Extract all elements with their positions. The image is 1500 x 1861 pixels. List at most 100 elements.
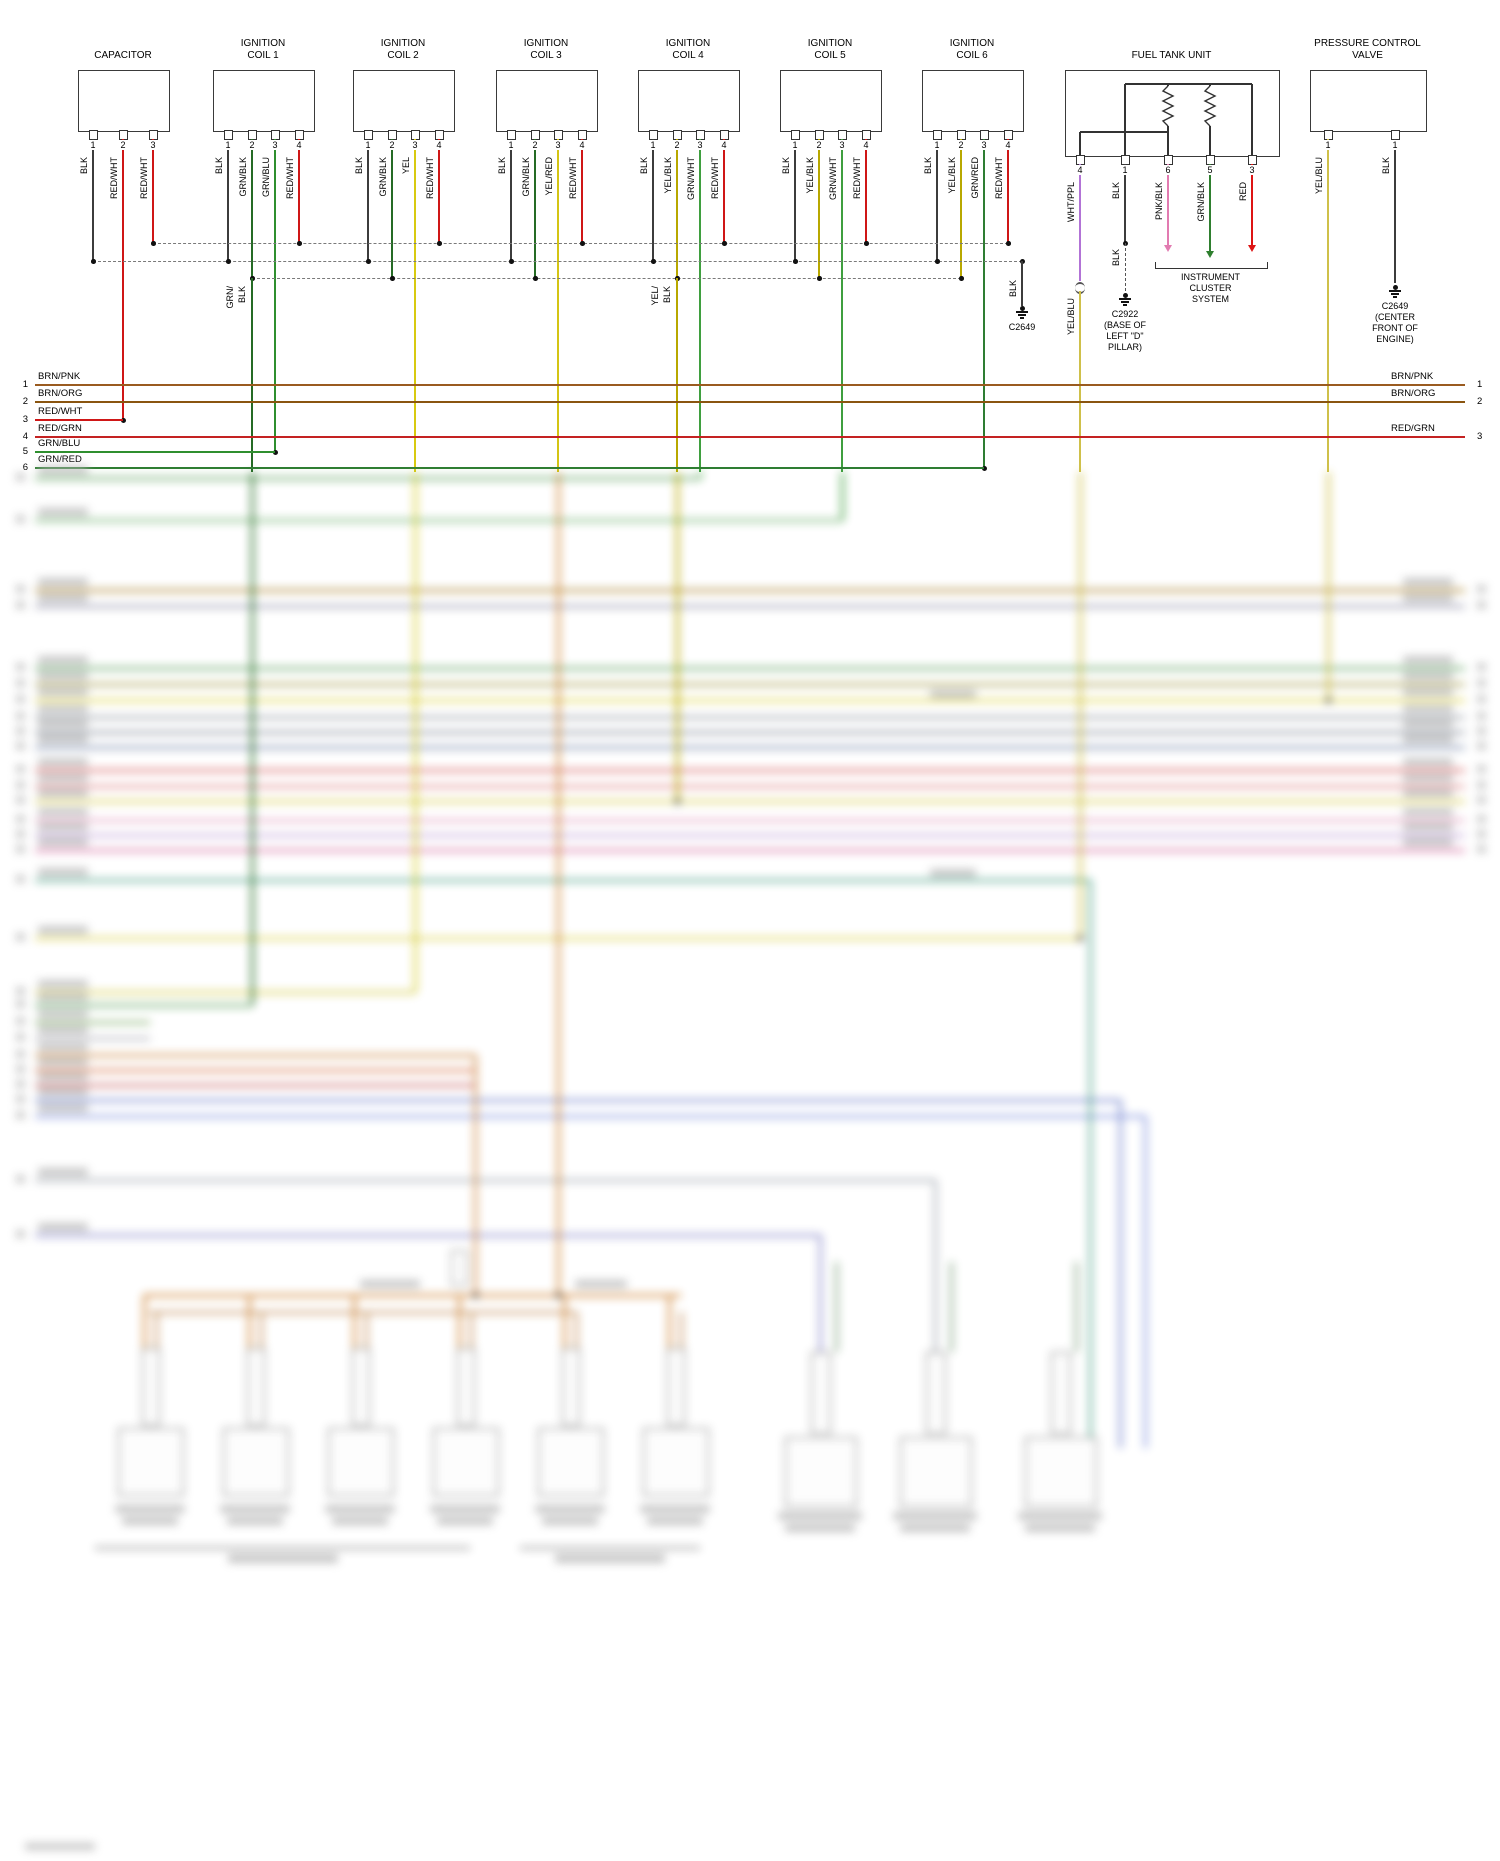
ignition-coil-4-wire-grn-wht bbox=[699, 139, 701, 472]
ignition-coil-2-title: IGNITION bbox=[380, 38, 426, 49]
blurred-wire bbox=[35, 476, 700, 480]
module-box bbox=[785, 1437, 857, 1507]
blurred-text bbox=[930, 869, 976, 877]
fuel-injector-box bbox=[118, 1428, 184, 1496]
blurred-text bbox=[220, 1505, 290, 1513]
blurred-wire bbox=[35, 1178, 935, 1182]
fuel-tank-unit-internal-bar bbox=[1125, 83, 1252, 85]
blurred-text bbox=[16, 875, 25, 883]
blurred-text bbox=[16, 727, 25, 735]
ignition-coil-1-pin-number: 1 bbox=[224, 140, 232, 150]
circuit-row-number-right: 3 bbox=[1477, 431, 1483, 442]
circuit-row-label: GRN/BLU bbox=[38, 438, 81, 449]
circuit-row-4 bbox=[35, 436, 1465, 438]
fuel-tank-unit-ground-icon-text: PILLAR) bbox=[1107, 342, 1143, 352]
ignition-coil-5-wire-grn-wht bbox=[841, 139, 843, 472]
blurred-wire bbox=[1074, 1262, 1078, 1352]
blurred-text bbox=[16, 1065, 25, 1073]
blurred-wire bbox=[818, 1235, 822, 1352]
blurred-wire bbox=[35, 768, 1465, 772]
ignition-coil-4-pin-number: 3 bbox=[696, 140, 704, 150]
blurred-wire bbox=[35, 990, 415, 994]
circuit-row-5 bbox=[35, 451, 275, 453]
injector-feed-wire bbox=[562, 1295, 566, 1348]
blurred-wire bbox=[35, 818, 1465, 822]
ignition-coil-5-title: COIL 5 bbox=[814, 50, 846, 61]
blurred-text bbox=[38, 980, 88, 988]
blurred-text bbox=[38, 838, 88, 846]
blurred-text bbox=[900, 1524, 970, 1532]
blurred-text bbox=[16, 1111, 25, 1119]
blurred-text bbox=[38, 1010, 88, 1018]
blk-ground-drop-ground-icon-bar2 bbox=[1018, 314, 1026, 316]
capacitor-wire-blk bbox=[92, 139, 94, 261]
circuit-row-2 bbox=[35, 401, 1465, 403]
circuit-row-label: GRN/RED bbox=[38, 454, 82, 465]
ignition-coil-2-wire-red-wht bbox=[438, 139, 440, 243]
circuit-row-number-left: 1 bbox=[22, 379, 28, 390]
circuit-row-number-left: 5 bbox=[22, 446, 28, 457]
blurred-text bbox=[16, 845, 25, 853]
fuel-tank-unit-ground-icon-text: C2922 bbox=[1111, 309, 1139, 319]
fuel-injector-connector bbox=[562, 1348, 580, 1426]
fuel-tank-unit-wire-yel-blu bbox=[1079, 291, 1081, 472]
ignition-coil-3-box bbox=[496, 70, 598, 132]
blurred-splice-dot bbox=[555, 1292, 561, 1298]
pressure-control-valve-box bbox=[1310, 70, 1427, 132]
ignition-coil-1-title: IGNITION bbox=[240, 38, 286, 49]
capacitor-pin-number: 1 bbox=[89, 140, 97, 150]
blurred-text bbox=[1477, 712, 1486, 720]
blurred-wire bbox=[35, 784, 1465, 788]
module-connector bbox=[926, 1352, 946, 1434]
module-box bbox=[1025, 1437, 1097, 1507]
blurred-text bbox=[640, 1505, 710, 1513]
blurred-wire bbox=[473, 1055, 477, 1295]
blurred-wire bbox=[35, 588, 1465, 592]
fuel-tank-unit-wire-wht-ppl bbox=[1079, 164, 1081, 281]
blurred-text bbox=[38, 789, 88, 797]
blurred-text bbox=[1477, 765, 1486, 773]
circuit-row-label: RED/GRN bbox=[38, 423, 82, 434]
pressure-control-valve-ground-icon-text: (CENTER bbox=[1375, 312, 1415, 322]
ignition-coil-3-wire-blk bbox=[510, 139, 512, 261]
fuel-injector-box bbox=[328, 1428, 394, 1496]
blurred-text bbox=[1403, 578, 1453, 586]
blurred-text bbox=[38, 808, 88, 816]
blurred-splice-dot bbox=[674, 798, 680, 804]
blurred-text bbox=[38, 1043, 88, 1051]
ignition-coil-1-wire-grn-blu bbox=[274, 139, 276, 452]
ignition-coil-1-wire-blk bbox=[227, 139, 229, 261]
ignition-coil-4-wire-red-wht bbox=[723, 139, 725, 243]
injector-feed-wire bbox=[259, 1312, 263, 1348]
ignition-coil-6-title: IGNITION bbox=[949, 38, 995, 49]
red-wht-splice-bus-dot bbox=[863, 240, 869, 246]
blurred-text bbox=[1403, 808, 1453, 816]
blurred-text bbox=[1403, 656, 1453, 664]
fuel-tank-unit-wire-pnk-blk bbox=[1167, 164, 1169, 246]
blurred-text bbox=[1403, 838, 1453, 846]
blurred-text bbox=[38, 466, 88, 474]
fuel-tank-unit-internal-wire bbox=[1209, 84, 1211, 86]
blurred-text bbox=[16, 1017, 25, 1025]
blurred-text bbox=[1477, 781, 1486, 789]
blurred-text bbox=[778, 1512, 862, 1520]
blurred-text bbox=[38, 993, 88, 1001]
fuel-tank-unit-system-label: INSTRUMENT bbox=[1181, 272, 1240, 282]
blurred-wire bbox=[250, 472, 254, 1005]
blurred-text bbox=[16, 796, 25, 804]
fuel-tank-unit-internal-wire bbox=[1167, 126, 1169, 155]
blurred-wire bbox=[35, 715, 1465, 719]
ignition-coil-6-box bbox=[922, 70, 1024, 132]
fuel-tank-unit-wire-grn-blk bbox=[1209, 164, 1211, 252]
ignition-coil-1-splice-dot bbox=[272, 449, 278, 455]
fuel-tank-unit-arrow-icon bbox=[1248, 245, 1256, 252]
blurred-text bbox=[16, 585, 25, 593]
fuel-tank-unit-wire-blk bbox=[1124, 164, 1126, 243]
ignition-coil-2-wire-grn-blk bbox=[391, 139, 393, 278]
ignition-coil-4-title: IGNITION bbox=[665, 38, 711, 49]
blurred-wire bbox=[933, 1180, 937, 1352]
blurred-wire bbox=[35, 799, 1465, 803]
coil-driver-splice-bus-dot bbox=[958, 275, 964, 281]
ignition-coil-4-wire-blk bbox=[652, 139, 654, 261]
circuit-row-3 bbox=[35, 419, 123, 421]
